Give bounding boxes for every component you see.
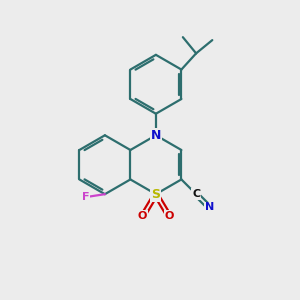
Text: N: N: [151, 129, 161, 142]
Text: N: N: [205, 202, 214, 212]
Text: F: F: [82, 192, 89, 202]
Text: O: O: [164, 211, 174, 221]
Text: S: S: [152, 188, 160, 201]
Text: O: O: [138, 211, 147, 221]
Text: C: C: [192, 189, 200, 199]
